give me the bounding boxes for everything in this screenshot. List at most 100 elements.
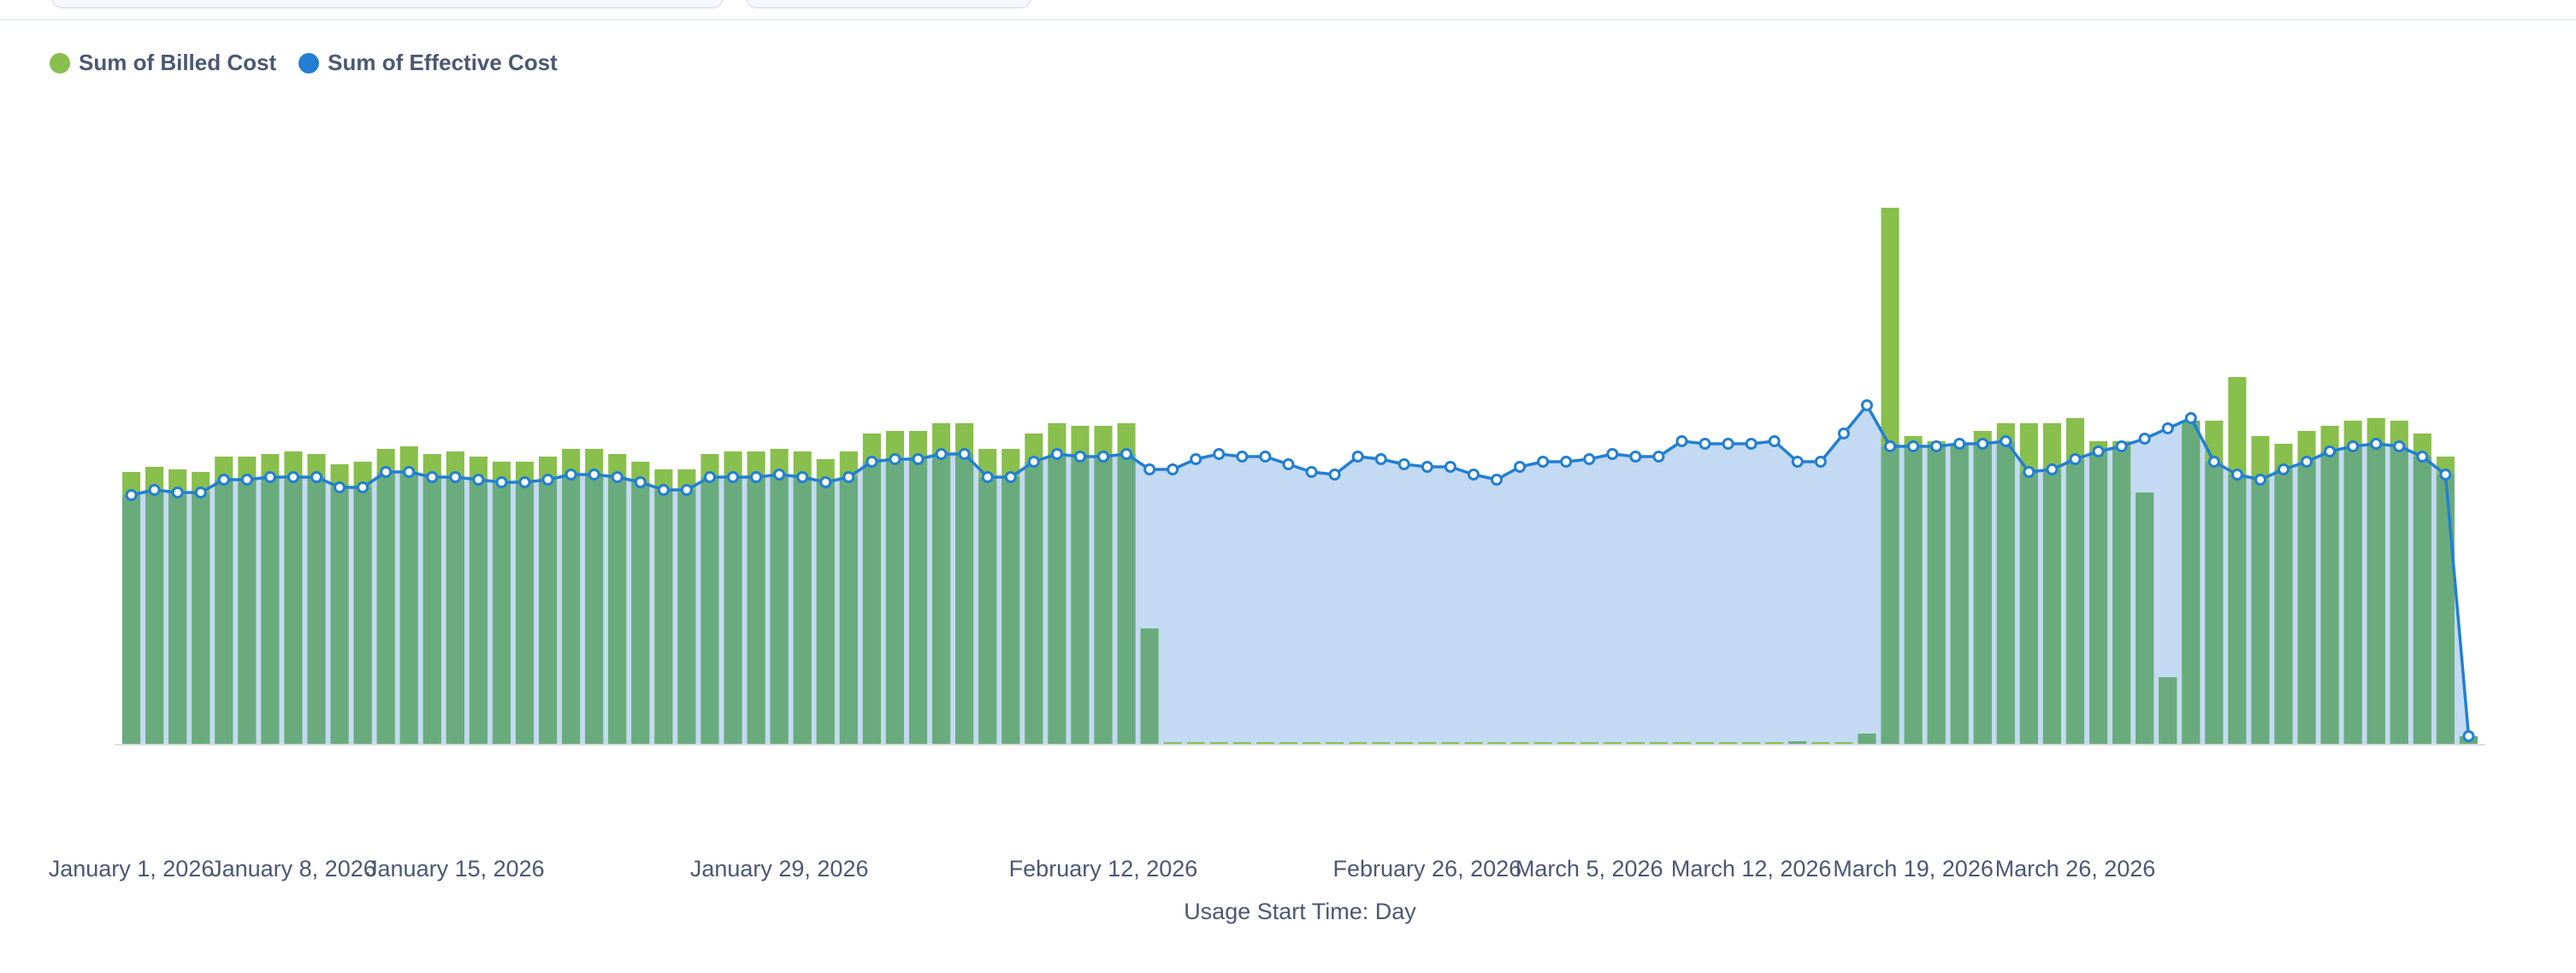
chart-legend: Sum of Billed Cost Sum of Effective Cost	[50, 50, 558, 76]
overlap-bar	[492, 482, 511, 744]
effective-cost-point	[2184, 412, 2197, 424]
effective-cost-point	[1560, 456, 1573, 468]
overlap-bar	[1996, 441, 2015, 744]
effective-cost-point	[1537, 456, 1550, 468]
effective-cost-point	[1675, 435, 1688, 447]
billed-cost-bar	[1464, 742, 1483, 744]
effective-cost-point	[1907, 440, 1920, 452]
overlap-bar	[353, 487, 372, 744]
x-tick-label: February 26, 2026	[1333, 856, 1522, 882]
overlap-bar	[1048, 454, 1066, 744]
effective-cost-point	[912, 453, 925, 465]
overlap-bar	[2089, 451, 2108, 744]
effective-cost-point	[680, 484, 693, 496]
billed-cost-bar	[1487, 742, 1506, 744]
billed-cost-bar	[1626, 742, 1645, 744]
effective-cost-point	[2324, 445, 2337, 457]
effective-cost-point	[2092, 445, 2105, 457]
overlap-bar	[2297, 462, 2316, 744]
effective-cost-point	[287, 471, 299, 483]
effective-cost-point	[1004, 471, 1017, 483]
billed-cost-bar	[1742, 742, 1761, 744]
effective-cost-point	[750, 471, 763, 483]
effective-cost-point	[1976, 438, 1989, 450]
billed-cost-bar	[1510, 742, 1529, 744]
overlap-bar	[2251, 480, 2270, 744]
overlap-bar	[2436, 475, 2455, 744]
effective-cost-point	[1745, 438, 1758, 450]
effective-cost-point	[727, 471, 740, 483]
billed-cost-bar	[1649, 742, 1668, 744]
overlap-bar	[539, 480, 558, 744]
effective-cost-point	[1606, 448, 1619, 460]
overlap-bar	[2228, 475, 2247, 744]
overlap-bar	[2274, 469, 2293, 744]
effective-cost-point	[1167, 463, 1179, 475]
overlap-bar	[330, 487, 349, 744]
effective-cost-point	[1282, 458, 1295, 470]
effective-cost-point	[935, 448, 948, 460]
overlap-bar	[1140, 628, 1159, 744]
overlap-bar	[2112, 446, 2131, 744]
effective-cost-point	[1514, 461, 1527, 473]
overlap-bar	[2320, 451, 2339, 744]
effective-cost-point	[1097, 451, 1109, 463]
legend-item-billed-cost[interactable]: Sum of Billed Cost	[50, 50, 276, 76]
effective-cost-point	[541, 474, 554, 486]
effective-cost-point	[1629, 451, 1642, 463]
overlap-bar	[862, 462, 881, 744]
billed-cost-bar	[1719, 742, 1738, 744]
effective-cost-point	[2301, 456, 2313, 468]
effective-cost-point	[796, 471, 809, 483]
overlap-bar	[307, 477, 326, 744]
billed-cost-bar	[1256, 742, 1274, 744]
x-tick-label: March 12, 2026	[1671, 856, 1832, 882]
overlap-bar	[399, 472, 418, 744]
effective-cost-point	[1583, 453, 1596, 465]
effective-cost-point	[1213, 448, 1226, 460]
effective-cost-point	[171, 486, 184, 498]
effective-cost-point	[2000, 435, 2012, 447]
overlap-bar	[1001, 477, 1020, 744]
x-tick-label: January 29, 2026	[690, 856, 869, 882]
effective-cost-point	[194, 486, 207, 498]
effective-cost-point	[1491, 474, 1503, 486]
effective-cost-point	[1190, 453, 1202, 465]
effective-cost-point	[518, 476, 531, 488]
effective-cost-point	[2347, 440, 2360, 452]
overlap-bar	[2042, 469, 2061, 744]
x-tick-label: January 1, 2026	[49, 856, 215, 882]
effective-cost-point	[495, 476, 508, 488]
overlap-bar	[168, 492, 187, 744]
effective-cost-point	[449, 471, 462, 483]
effective-cost-point	[1120, 448, 1133, 460]
overlap-bar	[2182, 421, 2201, 744]
effective-cost-point	[634, 476, 647, 488]
effective-cost-point	[2278, 463, 2289, 475]
effective-cost-point	[588, 469, 600, 481]
billed-cost-bar	[1533, 742, 1552, 744]
overlap-bar	[1788, 741, 1807, 744]
overlap-bar	[747, 477, 765, 744]
overlap-bar	[608, 477, 627, 744]
overlap-bar	[2205, 462, 2224, 744]
effective-cost-point	[2023, 466, 2035, 478]
legend-item-effective-cost[interactable]: Sum of Effective Cost	[298, 50, 558, 76]
effective-cost-point	[334, 481, 346, 493]
billed-cost-bar	[1835, 742, 1853, 744]
effective-cost-point	[426, 471, 439, 483]
overlap-bar	[2390, 446, 2408, 744]
billed-cost-bar	[1279, 742, 1298, 744]
overlap-bar	[562, 475, 581, 744]
effective-cost-point	[1814, 456, 1827, 468]
effective-cost-point	[2046, 463, 2059, 475]
overlap-bar	[2366, 444, 2385, 744]
x-tick-label: January 15, 2026	[366, 856, 545, 882]
effective-cost-point	[1374, 453, 1387, 465]
effective-cost-point	[2439, 469, 2452, 481]
effective-cost-point	[1837, 428, 1850, 439]
overlap-bar	[215, 480, 233, 744]
overlap-bar	[2159, 677, 2177, 744]
